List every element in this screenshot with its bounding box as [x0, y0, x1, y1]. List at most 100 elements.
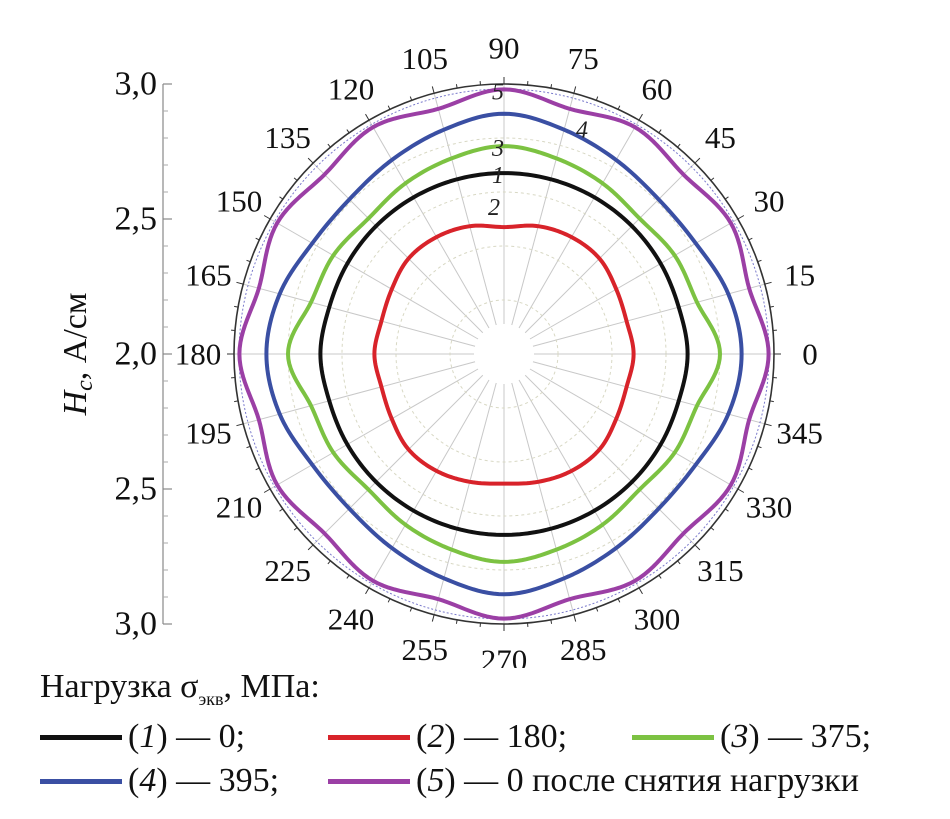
grid-ring	[341, 191, 667, 517]
outer-tick	[658, 574, 662, 579]
outer-tick	[724, 508, 729, 512]
curve-label-3: 3	[491, 136, 504, 162]
grid-spoke	[368, 379, 490, 589]
outer-tick	[365, 113, 370, 121]
outer-tick	[234, 400, 239, 403]
legend-label: (2) — 180;	[416, 718, 568, 755]
radial-axis-title: Hc, А/см	[57, 293, 98, 417]
angle-tick-label: 225	[264, 553, 311, 588]
outer-tick	[677, 143, 681, 148]
legend-item-3: (3) — 375;	[632, 718, 871, 756]
outer-tick	[638, 587, 643, 595]
outer-tick	[365, 587, 370, 595]
outer-tick	[327, 143, 331, 148]
outer-tick	[769, 400, 774, 403]
grid-spoke	[243, 283, 476, 347]
outer-tick	[550, 84, 553, 89]
outer-tick	[255, 467, 260, 471]
outer-tick	[431, 86, 435, 94]
outer-tick	[638, 113, 643, 121]
angle-tick-label: 45	[705, 120, 736, 155]
grid-spoke	[243, 361, 476, 425]
outer-tick	[595, 96, 599, 101]
curve-label-1: 1	[492, 163, 504, 189]
outer-tick	[307, 544, 314, 551]
grid-spoke	[269, 368, 479, 490]
radial-tick-label: 2,0	[115, 336, 158, 373]
series-line-5	[237, 87, 771, 621]
outer-tick	[246, 445, 251, 449]
grid-spoke	[529, 218, 739, 340]
curve-label-4: 4	[576, 118, 588, 144]
polar-chart: 0153045607590105120135150165180195210225…	[57, 31, 823, 669]
outer-tick	[455, 619, 458, 624]
radial-tick-label: 2,5	[115, 201, 158, 238]
outer-tick	[617, 598, 621, 603]
angle-tick-label: 345	[776, 416, 823, 451]
grid-spoke	[433, 382, 497, 615]
angle-tick-label: 210	[216, 490, 263, 525]
outer-tick	[327, 560, 331, 565]
radial-tick-label: 3,0	[115, 606, 158, 643]
grid-spoke	[511, 382, 575, 615]
grid-spoke	[518, 379, 640, 589]
angle-tick-label: 60	[642, 71, 673, 106]
radial-tick-label: 3,0	[115, 66, 158, 103]
angle-tick-label: 240	[328, 602, 375, 637]
legend-swatch	[40, 778, 122, 784]
grid-spoke	[532, 361, 765, 425]
legend-swatch	[632, 734, 714, 740]
grid-spoke	[368, 119, 490, 329]
outer-tick	[764, 423, 772, 427]
grid-spoke	[529, 368, 739, 490]
angle-tick-label: 90	[489, 31, 520, 66]
angle-tick-label: 120	[328, 71, 375, 106]
outer-tick	[737, 488, 745, 493]
outer-tick	[764, 281, 772, 285]
grid-spoke	[524, 162, 696, 334]
series-line-4	[264, 111, 744, 597]
angle-tick-label: 150	[216, 184, 263, 219]
outer-tick	[677, 560, 681, 565]
outer-tick	[346, 574, 350, 579]
outer-tick	[694, 157, 701, 164]
grid-spoke	[511, 93, 575, 326]
curve-number-labels: 1 2 3 4 5	[488, 79, 588, 221]
angular-tick-labels: 0153045607590105120135150165180195210225…	[175, 31, 823, 669]
center-hub	[476, 326, 532, 382]
angle-tick-label: 75	[568, 41, 599, 76]
outer-tick	[293, 177, 298, 181]
outer-tick	[550, 619, 553, 624]
outer-tick	[757, 445, 762, 449]
legend-label: (5) — 0 после снятия нагрузки	[416, 762, 859, 799]
legend-swatch	[328, 734, 410, 740]
outer-tick	[246, 259, 251, 263]
curve-label-2: 2	[488, 195, 500, 221]
outer-tick	[293, 527, 298, 531]
legend-swatch	[40, 734, 122, 740]
grid-spoke	[269, 218, 479, 340]
outer-tick	[573, 614, 577, 622]
angle-tick-label: 300	[634, 602, 681, 637]
outer-tick	[307, 157, 314, 164]
outer-tick	[573, 86, 577, 94]
outer-tick	[279, 196, 284, 200]
series-line-2	[372, 223, 636, 486]
outer-tick	[387, 598, 391, 603]
angle-tick-label: 315	[697, 553, 744, 588]
outer-tick	[748, 467, 753, 471]
outer-tick	[387, 105, 391, 110]
outer-tick	[279, 508, 284, 512]
curve-label-5: 5	[492, 79, 504, 105]
angle-tick-label: 285	[560, 632, 607, 667]
series-line-1	[318, 171, 690, 537]
angle-tick-label: 0	[802, 337, 818, 372]
outer-tick	[710, 177, 715, 181]
grid-ring	[395, 245, 613, 463]
radial-axis: 3,0 2,5 2,0 2,5 3,0 Hc, А/см	[57, 66, 172, 643]
angle-tick-label: 270	[481, 643, 528, 669]
outer-tick	[757, 259, 762, 263]
outer-tick	[263, 488, 271, 493]
angle-tick-label: 105	[402, 41, 449, 76]
angle-tick-label: 165	[185, 257, 232, 292]
